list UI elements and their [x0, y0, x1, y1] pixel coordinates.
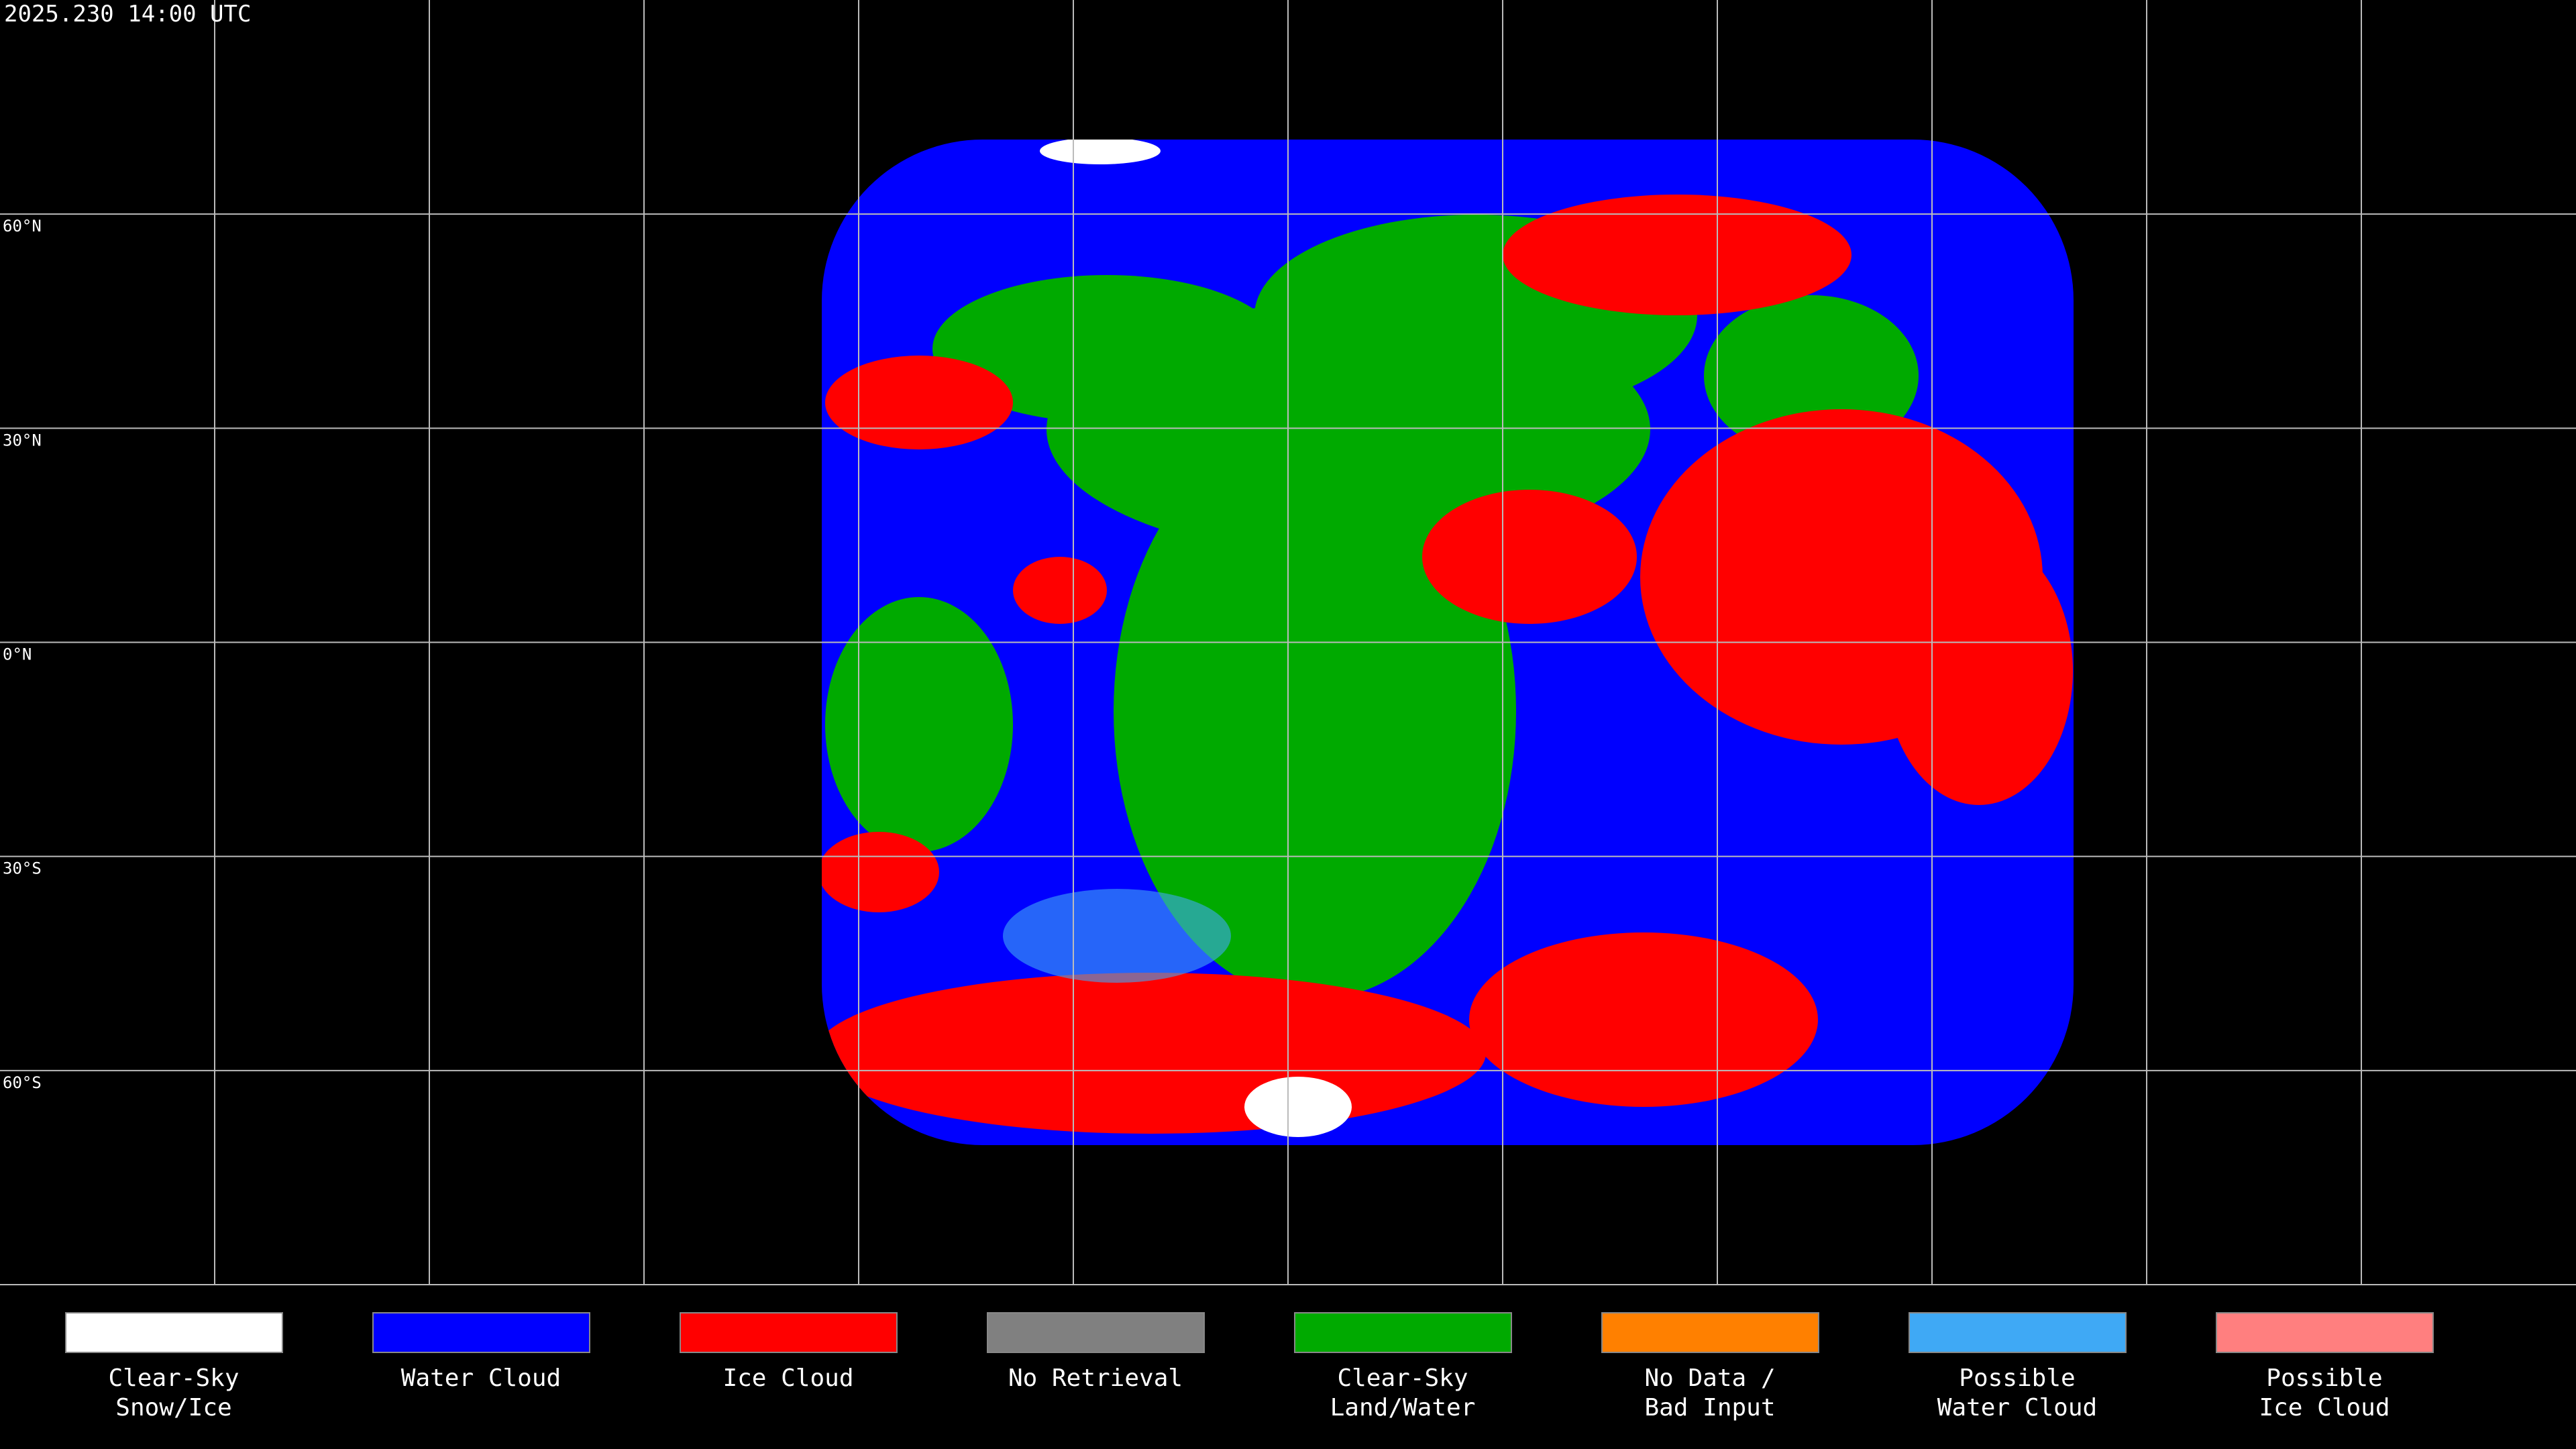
- legend-label: Possible: [1959, 1364, 2075, 1392]
- legend-label: Ice Cloud: [722, 1364, 853, 1392]
- legend-swatch: [2216, 1312, 2434, 1353]
- cloud-region: [1469, 932, 1818, 1107]
- latitude-label: 60°N: [3, 217, 42, 235]
- legend-swatch: [680, 1312, 898, 1353]
- legend-swatch: [1601, 1312, 1819, 1353]
- latitude-label: 60°S: [3, 1073, 42, 1092]
- legend-label: No Data /: [1644, 1364, 1775, 1392]
- legend-label: Bad Input: [1644, 1394, 1775, 1421]
- graticule: 60°N 30°N 0°N 30°S 60°S: [0, 0, 2576, 1285]
- satellite-field: [822, 140, 2074, 1145]
- cloud-region: [932, 275, 1281, 423]
- legend-label: Snow/Ice: [115, 1394, 231, 1421]
- legend-label: Ice Cloud: [2259, 1394, 2390, 1421]
- legend-swatch: [65, 1312, 283, 1353]
- cloud-region: [825, 356, 1013, 449]
- cloud-region: [1114, 423, 1516, 1000]
- cloud-region: [1040, 140, 1161, 164]
- cloud-region: [1244, 1077, 1352, 1137]
- cloud-region: [825, 597, 1013, 852]
- latitude-label: 0°N: [3, 645, 32, 664]
- cloud-region: [1503, 195, 1851, 315]
- legend-label: Possible: [2266, 1364, 2382, 1392]
- legend-swatch: [372, 1312, 590, 1353]
- cloud-region: [1013, 557, 1107, 624]
- legend-swatch: [987, 1312, 1205, 1353]
- cloud-region: [1422, 490, 1637, 624]
- cloud-region: [1885, 537, 2073, 805]
- legend-label: Land/Water: [1330, 1394, 1476, 1421]
- cloud-region: [822, 973, 1486, 1134]
- legend-label: Clear-Sky: [1337, 1364, 1468, 1392]
- cloud-region: [822, 832, 939, 912]
- legend-label: Water Cloud: [401, 1364, 561, 1392]
- legend-swatch: [1909, 1312, 2127, 1353]
- latitude-label: 30°S: [3, 859, 42, 878]
- cloud-region: [1003, 889, 1231, 983]
- timestamp: 2025.230 14:00 UTC: [4, 1, 251, 28]
- latitude-label: 30°N: [3, 431, 42, 449]
- legend-label: Clear-Sky: [108, 1364, 239, 1392]
- legend-label: Water Cloud: [1937, 1394, 2097, 1421]
- legend-swatch: [1294, 1312, 1512, 1353]
- legend-label: No Retrieval: [1008, 1364, 1183, 1392]
